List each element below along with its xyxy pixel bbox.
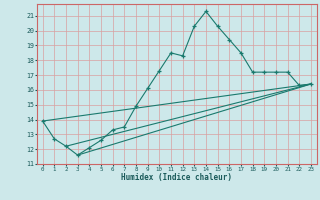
X-axis label: Humidex (Indice chaleur): Humidex (Indice chaleur)	[121, 173, 232, 182]
